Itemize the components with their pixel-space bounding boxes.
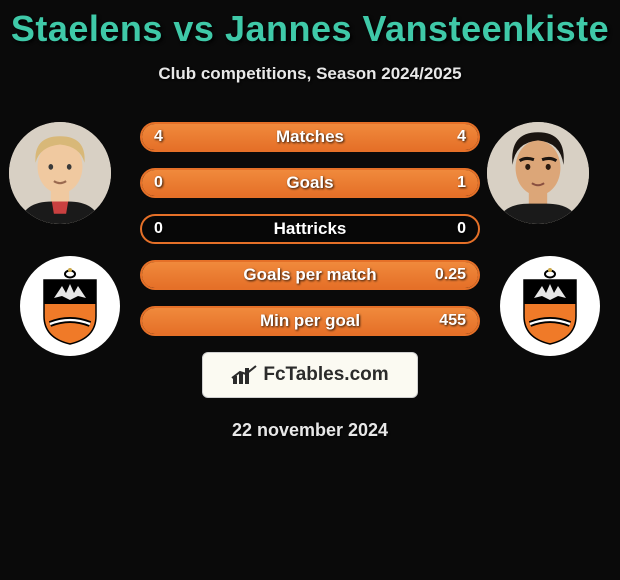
player-left-portrait-icon: [9, 122, 111, 224]
brand-text: FcTables.com: [263, 364, 388, 386]
stat-row: 4Matches4: [140, 122, 480, 152]
stat-value-right: 0: [457, 216, 466, 242]
page-title: Staelens vs Jannes Vansteenkiste: [0, 0, 620, 50]
club-crest-icon: [518, 266, 582, 346]
club-crest-icon: [38, 266, 102, 346]
club-right-crest: [500, 256, 600, 356]
comparison-block: 4Matches40Goals10Hattricks0Goals per mat…: [0, 122, 620, 336]
brand-badge: FcTables.com: [202, 352, 418, 398]
stat-value-right: 4: [457, 124, 466, 150]
stat-label: Goals per match: [142, 262, 478, 288]
stat-row: 0Hattricks0: [140, 214, 480, 244]
stat-value-right: 0.25: [435, 262, 466, 288]
bar-chart-icon: [231, 364, 257, 386]
stat-rows: 4Matches40Goals10Hattricks0Goals per mat…: [140, 122, 480, 336]
club-left-crest: [20, 256, 120, 356]
page-date: 22 november 2024: [0, 420, 620, 441]
stat-row: 0Goals1: [140, 168, 480, 198]
player-right-portrait-icon: [487, 122, 589, 224]
stat-value-right: 1: [457, 170, 466, 196]
stat-label: Matches: [142, 124, 478, 150]
stat-row: Min per goal455: [140, 306, 480, 336]
stat-label: Hattricks: [142, 216, 478, 242]
player-right-avatar: [487, 122, 589, 224]
stat-row: Goals per match0.25: [140, 260, 480, 290]
page-subtitle: Club competitions, Season 2024/2025: [0, 64, 620, 84]
player-left-avatar: [9, 122, 111, 224]
stat-value-right: 455: [439, 308, 466, 334]
stat-label: Min per goal: [142, 308, 478, 334]
stat-label: Goals: [142, 170, 478, 196]
